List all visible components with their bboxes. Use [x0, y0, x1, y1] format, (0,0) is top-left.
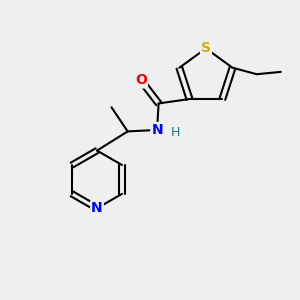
Text: S: S	[201, 41, 211, 56]
Text: O: O	[135, 74, 147, 88]
Text: N: N	[151, 123, 163, 137]
Text: H: H	[171, 126, 180, 140]
Text: N: N	[91, 201, 103, 215]
